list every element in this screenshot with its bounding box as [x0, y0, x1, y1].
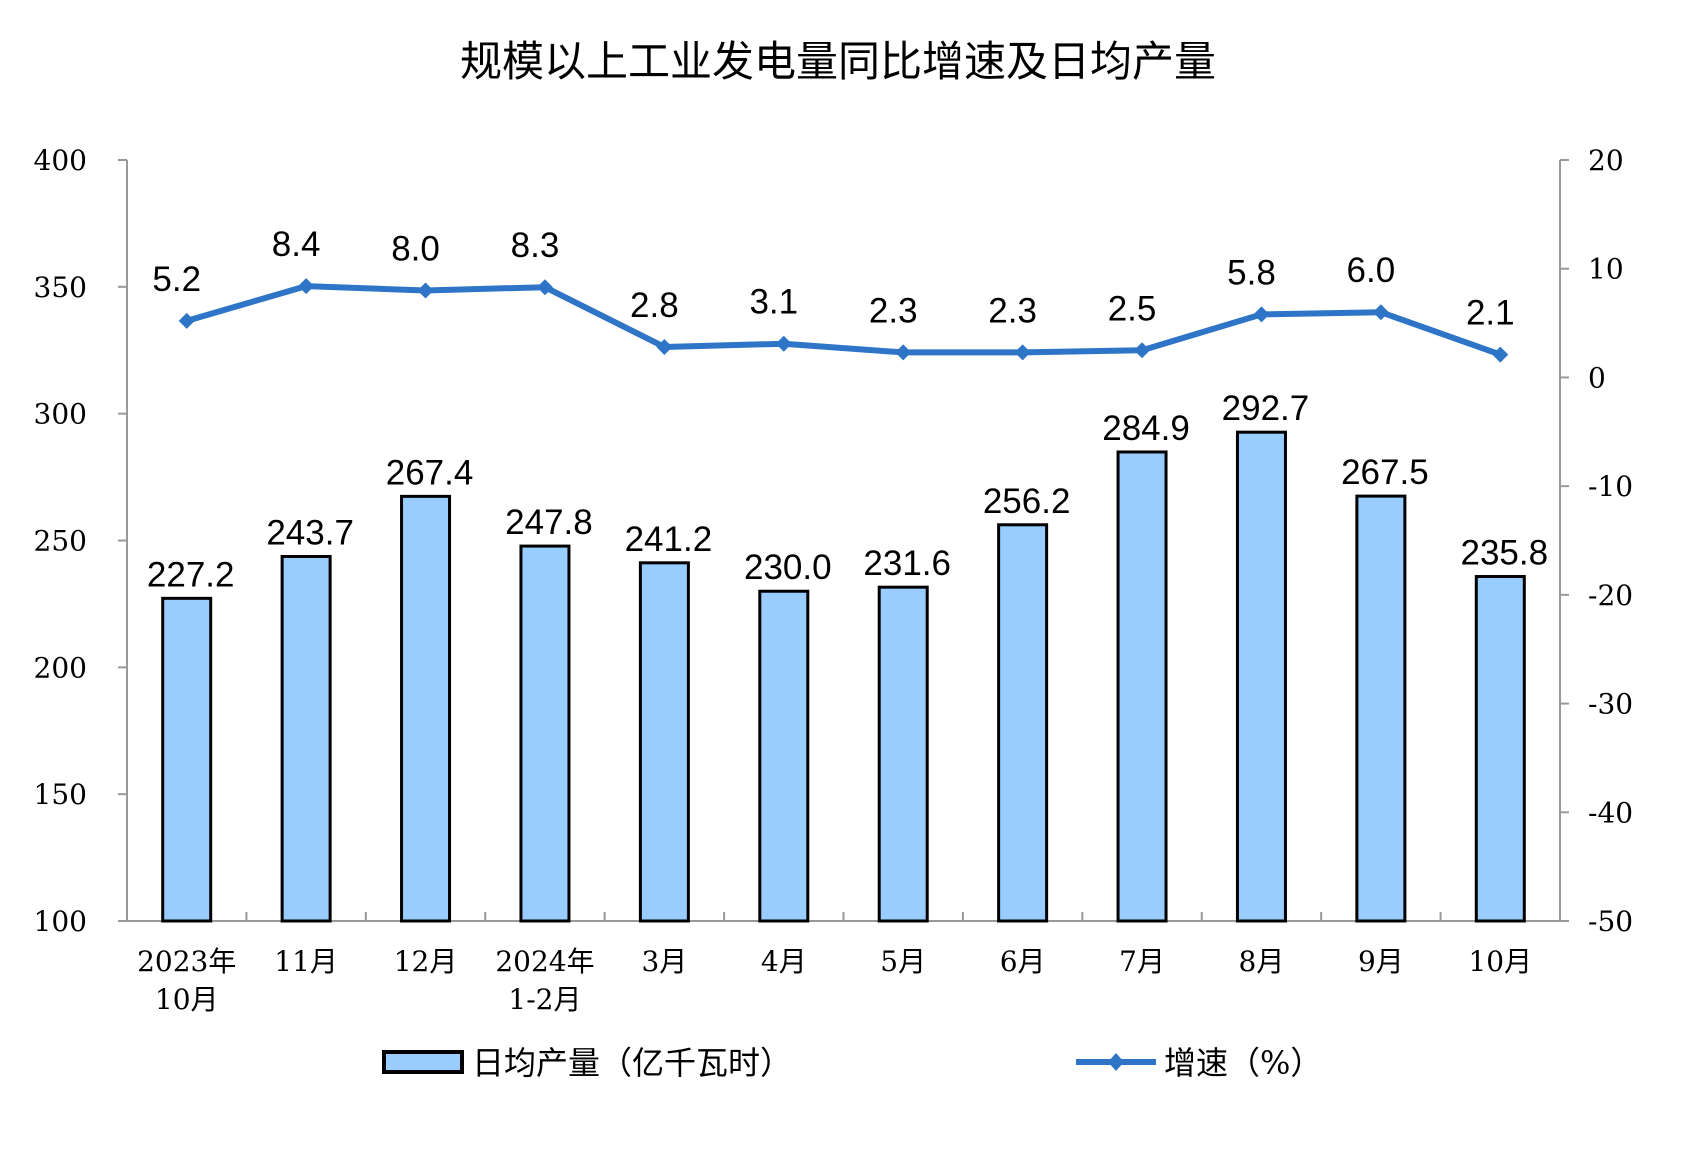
bar-data-label: 284.9 [1102, 409, 1190, 448]
right-tick-label: 0 [1588, 361, 1606, 394]
bar [997, 523, 1049, 923]
right-tick-label: 20 [1588, 144, 1624, 177]
x-tick-label: 9月 [1358, 945, 1404, 978]
bar [280, 554, 332, 923]
legend-bar-swatch [382, 1050, 464, 1074]
x-tick-label: 11月 [274, 945, 338, 978]
bar [1235, 430, 1287, 923]
bar [161, 596, 213, 923]
x-tick-label: 2023年 [137, 945, 236, 978]
left-tick-label: 250 [34, 525, 87, 558]
bar [758, 589, 810, 923]
chart-title: 规模以上工业发电量同比增速及日均产量 [460, 38, 1216, 85]
line-data-label: 8.4 [272, 225, 321, 264]
right-tick-label: -20 [1588, 579, 1633, 612]
left-tick-label: 300 [34, 398, 87, 431]
left-tick-label: 350 [34, 271, 87, 304]
bar-data-label: 267.4 [386, 453, 474, 492]
right-tick-label: -50 [1588, 905, 1633, 938]
line-data-label: 2.1 [1466, 294, 1515, 333]
line-data-label: 3.1 [749, 283, 798, 322]
line-data-label: 8.0 [391, 229, 440, 268]
left-tick-label: 400 [34, 144, 87, 177]
line-marker [656, 338, 673, 355]
bar-data-label: 267.5 [1341, 453, 1429, 492]
x-tick-label: 1-2月 [508, 983, 581, 1016]
bar [638, 561, 690, 923]
x-tick-label: 10月 [1468, 945, 1532, 978]
line-marker [178, 312, 195, 329]
growth-line [185, 283, 1502, 358]
line-marker [1134, 342, 1151, 359]
line-marker [775, 335, 792, 352]
legend: 日均产量（亿千瓦时） 增速（%） [382, 1044, 1322, 1082]
bar-data-label: 231.6 [863, 544, 951, 583]
bar-data-label: 292.7 [1222, 389, 1310, 428]
bar-data-label: 247.8 [505, 503, 593, 542]
line-marker [417, 282, 434, 299]
line-data-label: 2.5 [1108, 289, 1157, 328]
line-marker [1372, 304, 1389, 321]
right-tick-label: -10 [1588, 470, 1633, 503]
bar-data-label: 241.2 [625, 520, 713, 559]
bar [1116, 450, 1168, 923]
bar-data-label: 227.2 [147, 555, 235, 594]
bar [1474, 575, 1526, 923]
legend-line-marker [1108, 1053, 1124, 1071]
line-marker [895, 344, 912, 361]
line-marker [536, 279, 553, 296]
line-data-label: 2.8 [630, 286, 679, 325]
line-marker [1492, 346, 1509, 363]
plot-area: 100 150 200 250 300 350 400 -50 -40 -30 -20 -10 0 10 2… [34, 144, 1634, 1016]
x-tick-label: 5月 [880, 945, 926, 978]
line-data-label: 2.3 [988, 291, 1037, 330]
x-tick-label: 4月 [761, 945, 807, 978]
bar [1355, 494, 1407, 923]
bar-data-label: 230.0 [744, 548, 832, 587]
x-tick-label: 10月 [155, 983, 219, 1016]
x-tick-label: 2024年 [495, 945, 594, 978]
bar-data-label: 235.8 [1460, 534, 1548, 573]
line-data-label: 5.8 [1227, 253, 1276, 292]
bar [400, 494, 452, 923]
x-tick-label: 3月 [641, 945, 687, 978]
x-tick-label: 6月 [1000, 945, 1046, 978]
left-tick-label: 150 [34, 778, 87, 811]
line-marker [298, 278, 315, 295]
right-tick-label: 10 [1588, 253, 1624, 286]
bar-data-label: 243.7 [266, 513, 354, 552]
left-tick-label: 200 [34, 651, 87, 684]
x-tick-label: 12月 [394, 945, 458, 978]
bar [877, 585, 929, 923]
right-tick-label: -40 [1588, 796, 1633, 829]
bar [519, 544, 571, 923]
right-tick-label: -30 [1588, 688, 1633, 721]
line-data-label: 2.3 [869, 291, 918, 330]
line-data-label: 5.2 [152, 260, 201, 299]
line-marker [1253, 306, 1270, 323]
bar-data-label: 256.2 [983, 482, 1071, 521]
line-data-label: 6.0 [1347, 251, 1396, 290]
x-tick-label: 8月 [1239, 945, 1285, 978]
line-data-label: 8.3 [511, 226, 560, 265]
x-tick-label: 7月 [1119, 945, 1165, 978]
left-tick-label: 100 [34, 905, 87, 938]
legend-bar-label: 日均产量（亿千瓦时） [472, 1044, 792, 1082]
line-marker [1014, 344, 1031, 361]
legend-line-label: 增速（%） [1164, 1044, 1322, 1082]
